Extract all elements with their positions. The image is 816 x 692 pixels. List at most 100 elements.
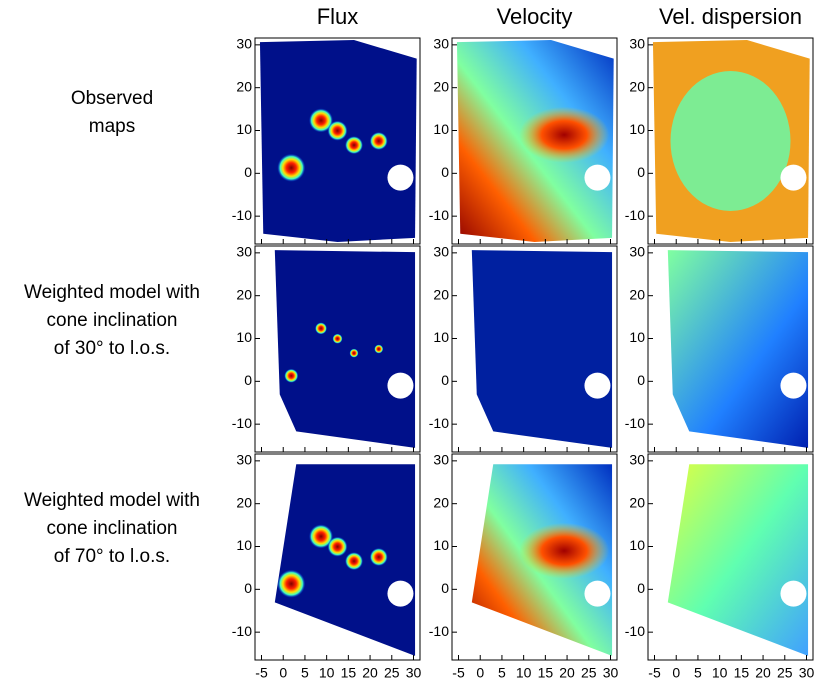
map-region bbox=[667, 250, 809, 448]
row-label: cone inclination bbox=[47, 518, 178, 539]
y-tick-label: 20 bbox=[236, 286, 252, 302]
y-tick-label: 30 bbox=[433, 244, 449, 260]
y-tick-label: 0 bbox=[244, 580, 252, 596]
x-tick-label: 15 bbox=[538, 665, 554, 681]
mask-hole bbox=[584, 164, 611, 191]
x-tick-label: -5 bbox=[648, 665, 661, 681]
panel-frame bbox=[254, 37, 421, 245]
y-tick-label: 30 bbox=[236, 244, 252, 260]
map-blob bbox=[309, 108, 333, 133]
x-tick-label: 10 bbox=[712, 665, 728, 681]
map-blob bbox=[670, 71, 791, 211]
y-tick-label: -10 bbox=[232, 415, 252, 431]
map-blob bbox=[315, 322, 327, 335]
map-blob bbox=[284, 368, 299, 383]
x-tick-label: 25 bbox=[384, 665, 400, 681]
map-blob bbox=[374, 344, 384, 354]
y-tick-label: 0 bbox=[441, 372, 449, 388]
mask-hole bbox=[780, 164, 807, 191]
y-tick-label: 0 bbox=[441, 164, 449, 180]
y-tick-label: 10 bbox=[629, 329, 645, 345]
x-tick-label: 10 bbox=[516, 665, 532, 681]
map-blob bbox=[332, 333, 343, 344]
map-blob bbox=[309, 524, 333, 549]
y-tick-label: 20 bbox=[629, 494, 645, 510]
panel-frame bbox=[254, 245, 421, 453]
map-panel: -10 0 10 20 30 bbox=[429, 36, 618, 245]
y-tick-label: 30 bbox=[433, 452, 449, 468]
map-blob bbox=[327, 536, 348, 557]
y-tick-label: 0 bbox=[244, 372, 252, 388]
x-tick-label: 5 bbox=[301, 665, 309, 681]
y-tick-label: 30 bbox=[629, 452, 645, 468]
row-label: Observed bbox=[71, 88, 153, 109]
panel-frame bbox=[647, 453, 814, 661]
map-panel: -10 0 10 20 30 bbox=[232, 244, 421, 453]
map-panel: -10 0 10 20 30 bbox=[625, 244, 814, 453]
map-region bbox=[274, 250, 416, 448]
x-tick-label: 30 bbox=[406, 665, 422, 681]
y-tick-label: 30 bbox=[236, 36, 252, 52]
x-tick-label: 25 bbox=[581, 665, 597, 681]
y-tick-label: 20 bbox=[433, 78, 449, 94]
panel-frame bbox=[451, 245, 618, 453]
map-blob bbox=[277, 153, 306, 182]
y-tick-label: 10 bbox=[629, 537, 645, 553]
y-tick-label: -10 bbox=[232, 207, 252, 223]
map-blob bbox=[369, 132, 388, 150]
y-tick-label: 20 bbox=[433, 286, 449, 302]
y-tick-label: 30 bbox=[236, 452, 252, 468]
map-panel: -10 0 10 20 30 bbox=[625, 36, 814, 245]
x-tick-label: 15 bbox=[341, 665, 357, 681]
y-tick-label: 10 bbox=[629, 121, 645, 137]
map-region bbox=[667, 464, 809, 656]
row-label: Weighted model with bbox=[24, 490, 200, 511]
mask-hole bbox=[780, 580, 807, 607]
row-label: of 30° to l.o.s. bbox=[54, 338, 170, 359]
x-tick-label: 5 bbox=[498, 665, 506, 681]
panel-frame bbox=[647, 245, 814, 453]
y-tick-label: -10 bbox=[232, 623, 252, 639]
y-tick-label: 30 bbox=[629, 244, 645, 260]
panel-frame bbox=[451, 37, 618, 245]
map-panel: -10 0 10 20 30 bbox=[232, 36, 421, 245]
y-tick-label: -10 bbox=[625, 415, 645, 431]
map-blob bbox=[345, 136, 363, 155]
panel-frame bbox=[451, 453, 618, 661]
mask-hole bbox=[584, 372, 611, 399]
y-tick-label: 20 bbox=[236, 494, 252, 510]
map-blob bbox=[519, 522, 610, 579]
map-blob bbox=[277, 569, 306, 598]
map-panel: -10 0 10 20 30 bbox=[429, 244, 618, 453]
map-region bbox=[274, 464, 416, 656]
row-label: maps bbox=[89, 116, 135, 137]
column-title: Velocity bbox=[497, 4, 573, 29]
map-region bbox=[259, 40, 417, 242]
x-tick-label: -5 bbox=[255, 665, 268, 681]
column-title: Vel. dispersion bbox=[659, 4, 802, 29]
x-tick-label: 30 bbox=[603, 665, 619, 681]
y-tick-label: -10 bbox=[625, 207, 645, 223]
y-tick-label: 10 bbox=[236, 537, 252, 553]
x-tick-label: 15 bbox=[734, 665, 750, 681]
y-tick-label: 20 bbox=[236, 78, 252, 94]
map-blob bbox=[369, 548, 388, 566]
panel-frame bbox=[254, 453, 421, 661]
row-label: cone inclination bbox=[47, 310, 178, 331]
x-tick-label: -5 bbox=[452, 665, 465, 681]
y-tick-label: 10 bbox=[236, 121, 252, 137]
x-tick-label: 0 bbox=[279, 665, 287, 681]
y-tick-label: 10 bbox=[433, 121, 449, 137]
y-tick-label: 10 bbox=[433, 329, 449, 345]
x-tick-label: 10 bbox=[319, 665, 335, 681]
y-tick-label: 20 bbox=[433, 494, 449, 510]
row-label: Weighted model with bbox=[24, 282, 200, 303]
map-blob bbox=[519, 106, 610, 163]
x-tick-label: 30 bbox=[799, 665, 815, 681]
y-tick-label: 30 bbox=[433, 36, 449, 52]
x-tick-label: 25 bbox=[777, 665, 793, 681]
y-tick-label: -10 bbox=[429, 623, 449, 639]
